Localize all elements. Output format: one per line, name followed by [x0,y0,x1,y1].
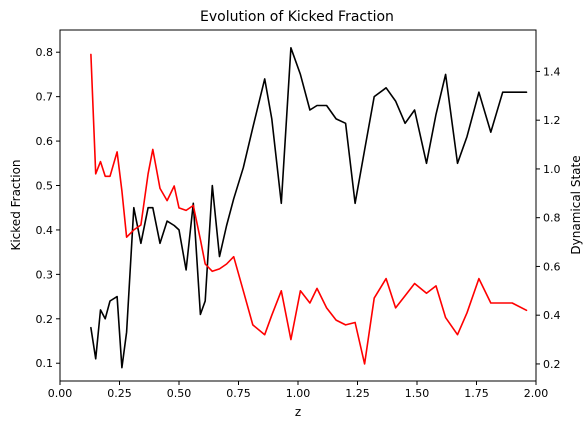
right-y-tick-label: 0.6 [543,260,561,273]
right-y-tick-label: 1.4 [543,65,561,78]
left-y-axis: 0.1 0.2 0.3 0.4 0.5 0.6 0.7 0.8 [36,46,60,370]
left-y-tick-label: 0.2 [36,313,54,326]
x-tick-label: 1.00 [286,387,311,400]
chart-title: Evolution of Kicked Fraction [200,9,394,25]
right-y-axis: 0.2 0.4 0.6 0.8 1.0 1.2 1.4 [536,65,561,371]
x-tick-label: 0.00 [48,387,73,400]
left-y-tick-label: 0.8 [36,46,54,59]
plot-area-frame [59,29,537,382]
right-y-axis-label: Dynamical State [569,155,583,254]
left-y-tick-label: 0.5 [36,180,54,193]
kicked-fraction-line [90,46,528,369]
dynamical-state-line [90,53,528,365]
left-y-axis-label: Kicked Fraction [9,159,23,250]
x-tick-label: 1.25 [345,387,370,400]
left-y-tick-label: 0.3 [36,268,54,281]
series-group [90,46,528,369]
x-tick-label: 1.50 [405,387,430,400]
x-tick-label: 0.75 [226,387,251,400]
x-tick-label: 1.75 [464,387,489,400]
left-y-tick-label: 0.4 [36,224,54,237]
x-axis: 0.00 0.25 0.50 0.75 1.00 1.25 1.50 1.75 2.00 [48,381,549,400]
x-tick-label: 0.25 [107,387,132,400]
x-tick-label: 2.00 [524,387,549,400]
x-tick-label: 0.50 [167,387,192,400]
right-y-tick-label: 0.4 [543,309,561,322]
right-y-tick-label: 0.2 [543,358,561,371]
right-y-tick-label: 0.8 [543,212,561,225]
right-y-tick-label: 1.0 [543,163,561,176]
left-y-tick-label: 0.7 [36,91,54,104]
right-y-tick-label: 1.2 [543,114,561,127]
left-y-tick-label: 0.6 [36,135,54,148]
left-y-tick-label: 0.1 [36,357,54,370]
x-axis-label: z [295,405,301,419]
